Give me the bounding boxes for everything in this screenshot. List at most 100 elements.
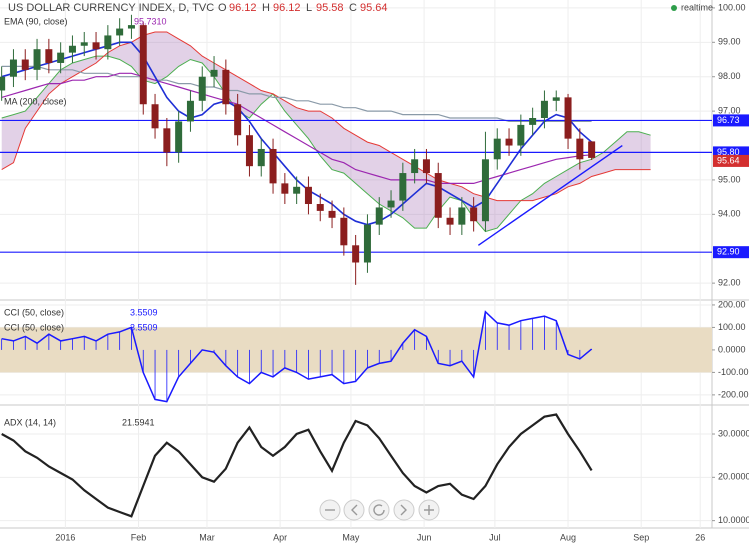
scroll-right-button[interactable] — [393, 499, 415, 521]
candle-body — [21, 59, 29, 70]
candle-body — [304, 186, 312, 205]
candle-body — [434, 173, 442, 218]
level-label-box — [713, 114, 749, 127]
candle-body — [104, 35, 112, 50]
zoom-out-button[interactable] — [319, 499, 341, 521]
candle-body — [576, 138, 584, 160]
candle-body — [387, 200, 395, 208]
ohlc-value: 96.12 — [273, 2, 301, 14]
legend-label: EMA (90, close) — [4, 16, 68, 26]
ohlc-letter: L — [306, 2, 312, 14]
candle-body — [139, 25, 147, 105]
ohlc-letter: H — [262, 2, 270, 14]
legend-value: 3.5509 — [130, 307, 158, 317]
y-tick-label: 0.0000 — [718, 344, 746, 354]
candle-body — [151, 104, 159, 129]
x-tick-label: May — [342, 532, 360, 542]
level-label: 96.73 — [717, 115, 740, 125]
candle-body — [328, 210, 336, 218]
chart-title: US DOLLAR CURRENCY INDEX, D, TVC — [8, 2, 214, 14]
legend-label: CCI (50, close) — [4, 307, 64, 317]
x-tick-label: Feb — [131, 532, 147, 542]
candle-body — [340, 217, 348, 246]
candle-body — [446, 217, 454, 225]
y-tick-label: 30.0000 — [718, 428, 749, 438]
y-tick-label: 97.00 — [718, 105, 741, 115]
candle-body — [269, 148, 277, 184]
candle-body — [399, 173, 407, 201]
cloud-area — [1, 32, 651, 232]
ma-line — [1, 65, 592, 122]
y-tick-label: 92.00 — [718, 278, 741, 288]
legend-value: 21.5941 — [122, 417, 155, 427]
candle-body — [186, 100, 194, 122]
y-tick-label: -200.00 — [718, 389, 749, 399]
y-tick-label: 10.0000 — [718, 515, 749, 525]
candle-body — [92, 42, 100, 50]
candle-body — [68, 45, 76, 53]
candle-body — [517, 124, 525, 146]
y-tick-label: -100.00 — [718, 367, 749, 377]
level-label: 95.80 — [717, 147, 740, 157]
candle-body — [116, 28, 124, 36]
x-tick-label: Sep — [633, 532, 649, 542]
candle-body — [9, 59, 17, 77]
candle-body — [363, 224, 371, 263]
legend-label: ADX (14, 14) — [4, 417, 56, 427]
x-tick-label: 2016 — [55, 532, 75, 542]
legend-label: CCI (50, close) — [4, 322, 64, 332]
y-tick-label: 200.00 — [718, 299, 746, 309]
level-label: 92.90 — [717, 247, 740, 257]
candle-body — [281, 183, 289, 194]
candle-body — [175, 121, 183, 153]
ohlc-letter: O — [218, 2, 227, 14]
candle-body — [33, 49, 41, 70]
candle-body — [375, 207, 383, 225]
y-tick-label: 100.00 — [718, 322, 746, 332]
ohlc-letter: C — [349, 2, 357, 14]
x-tick-label: Jul — [489, 532, 501, 542]
trend-line — [477, 144, 623, 246]
candle-body — [470, 207, 478, 222]
candle-body — [222, 69, 230, 105]
candle-body — [293, 186, 301, 194]
x-tick-label: 26 — [695, 532, 705, 542]
cloud-line — [1, 55, 651, 233]
legend-value: 3.5509 — [130, 322, 158, 332]
ohlc-value: 95.58 — [316, 2, 344, 14]
y-tick-label: 100.00 — [718, 2, 746, 12]
x-tick-label: Apr — [273, 532, 287, 542]
candle-body — [540, 100, 548, 119]
level-label-box — [713, 246, 749, 259]
candle-body — [45, 49, 53, 63]
ohlc-value: 95.64 — [360, 2, 388, 14]
candle-body — [210, 69, 218, 77]
y-tick-label: 95.00 — [718, 174, 741, 184]
x-tick-label: Aug — [560, 532, 576, 542]
candle-body — [493, 138, 501, 160]
scroll-left-button[interactable] — [343, 499, 365, 521]
candle-body — [127, 25, 135, 29]
candle-body — [316, 204, 324, 211]
candle-body — [505, 138, 513, 146]
zoom-in-button[interactable] — [418, 499, 440, 521]
indicator-line — [1, 413, 593, 518]
ma-line — [1, 72, 592, 184]
candle-body — [564, 97, 572, 139]
candle-body — [352, 245, 360, 263]
candle-body — [411, 159, 419, 174]
last-price-label: 95.64 — [717, 155, 740, 165]
overlay-layer: US DOLLAR CURRENCY INDEX, D, TVC O 96.12… — [4, 2, 713, 521]
candle-body — [588, 141, 596, 158]
reset-button[interactable] — [368, 499, 390, 521]
status-label: realtime — [681, 2, 713, 12]
candle-body — [529, 118, 537, 125]
candle-body — [80, 42, 88, 46]
last-price-box — [713, 154, 749, 167]
x-tick-label: Mar — [199, 532, 215, 542]
x-tick-label: Jun — [417, 532, 432, 542]
candle-body — [458, 207, 466, 225]
status-dot — [671, 5, 677, 11]
